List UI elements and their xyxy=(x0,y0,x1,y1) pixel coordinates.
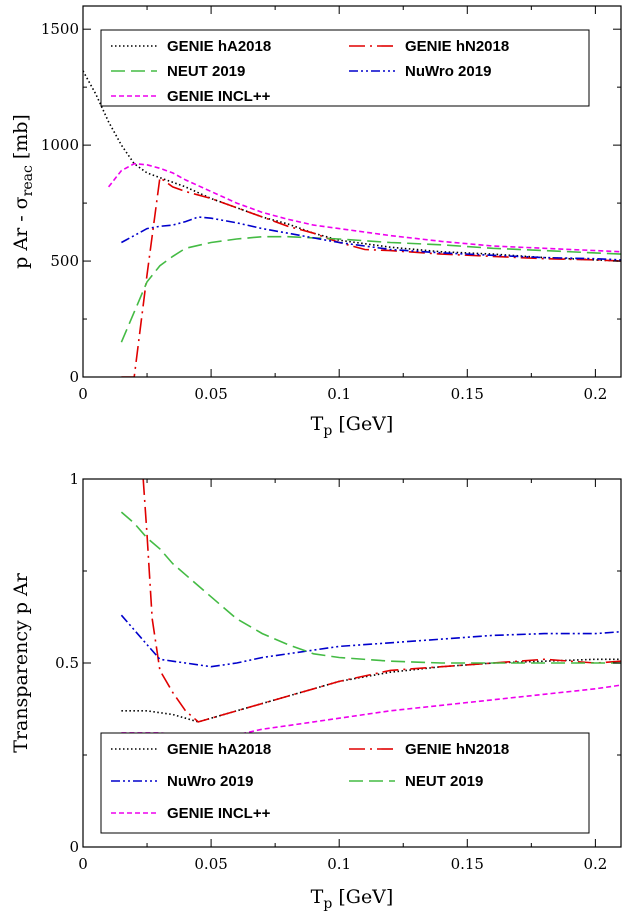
x-tick-label: 0.1 xyxy=(327,855,351,873)
legend-label: GENIE hN2018 xyxy=(405,741,509,758)
x-axis-label: Tp [GeV] xyxy=(311,886,394,911)
x-tick-label: 0.2 xyxy=(583,385,607,403)
cross-section-chart: 0 0.05 0.1 0.15 0.2 0 500 1000 1500 Tp [GeV] p Ar … xyxy=(10,5,622,439)
series-line-nuwro-2019 xyxy=(121,216,621,261)
series-line-genie-incl- xyxy=(121,684,621,736)
plot-frame xyxy=(82,5,622,378)
legend-label: GENIE hA2018 xyxy=(167,38,271,55)
x-tick-label: 0 xyxy=(78,385,88,403)
legend-box xyxy=(100,732,590,834)
y-tick-label: 0 xyxy=(69,838,79,856)
x-tick-label: 0 xyxy=(78,855,88,873)
legend-label: GENIE hN2018 xyxy=(405,38,509,55)
x-tick-label: 0.1 xyxy=(327,385,351,403)
legend-label: NuWro 2019 xyxy=(167,773,253,790)
y-tick-label: 1 xyxy=(69,470,79,488)
legend-label: GENIE INCL++ xyxy=(167,88,271,105)
x-tick-label: 0.05 xyxy=(194,385,227,403)
legend-label: NuWro 2019 xyxy=(405,63,491,80)
series-line-neut-2019 xyxy=(120,511,621,664)
y-tick-label: 1500 xyxy=(41,20,79,38)
legend-label: GENIE hA2018 xyxy=(167,741,271,758)
y-axis-label: Transparency p Ar xyxy=(10,572,32,752)
x-tick-label: 0.2 xyxy=(583,855,607,873)
legend: GENIE hA2018 GENIE hN2018 NEUT 2019 NuWro 2… xyxy=(100,29,590,107)
transparency-chart: 0 0.05 0.1 0.15 0.2 0 0.5 1 Tp [GeV] Transparency… xyxy=(10,470,622,911)
legend: GENIE hA2018 GENIE hN2018 NuWro 2019 NEUT 2… xyxy=(100,732,590,834)
y-tick-label: 1000 xyxy=(41,136,79,154)
series-line-neut-2019 xyxy=(120,235,621,343)
series-line-nuwro-2019 xyxy=(120,614,621,668)
y-tick-label: 0 xyxy=(69,368,79,386)
series-line-genie-hn2018 xyxy=(142,479,621,723)
y-axis-label: p Ar - σreac [mb] xyxy=(10,114,36,269)
x-tick-label: 0.05 xyxy=(194,855,227,873)
x-axis-label: Tp [GeV] xyxy=(311,413,394,439)
legend-label: NEUT 2019 xyxy=(405,773,483,790)
legend-label: GENIE INCL++ xyxy=(167,805,271,822)
legend-box xyxy=(100,29,590,107)
y-tick-label: 500 xyxy=(50,252,79,270)
series-line-genie-hn2018 xyxy=(121,176,621,377)
legend-label: NEUT 2019 xyxy=(167,63,245,80)
x-tick-label: 0.15 xyxy=(451,385,484,403)
x-tick-label: 0.15 xyxy=(451,855,484,873)
series-line-genie-ha2018 xyxy=(121,658,621,723)
y-tick-label: 0.5 xyxy=(55,654,79,672)
series-line-genie-incl- xyxy=(107,162,621,253)
